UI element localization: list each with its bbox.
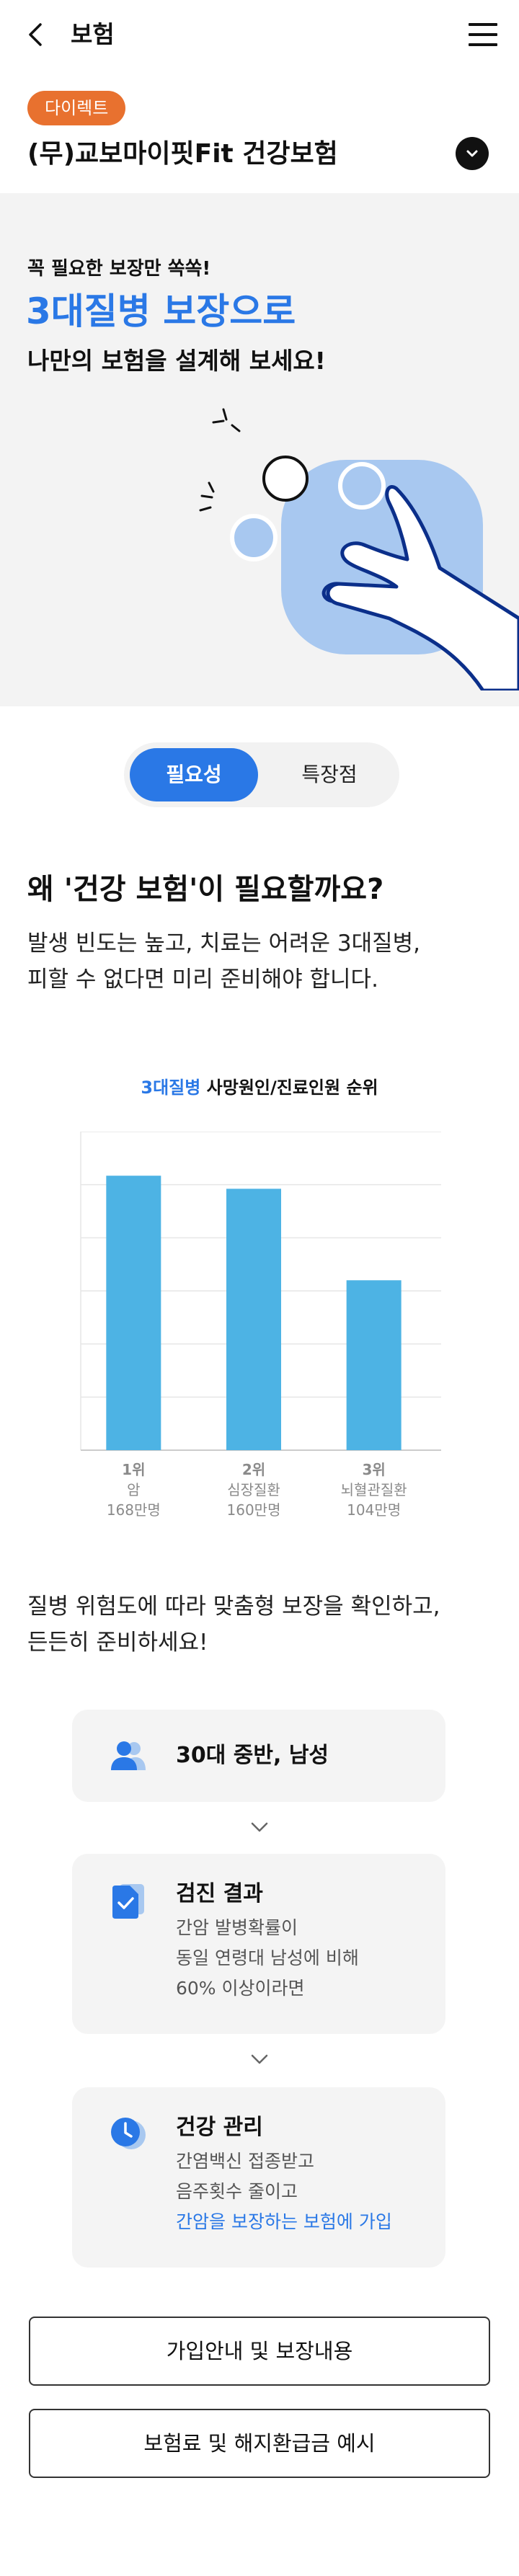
app-header: 보험 <box>0 0 519 69</box>
hero-eyebrow: 꼭 필요한 보장만 쏙쏙! <box>27 258 211 280</box>
step-card-checkup: 검진 결과 간암 발병확률이 동일 연령대 남성에 비해 60% 이상이라면 <box>72 1854 445 2034</box>
chart-count-label: 168만명 <box>107 1501 161 1519</box>
chevron-down-icon <box>251 1822 268 1832</box>
chart-count-label: 160만명 <box>227 1501 281 1519</box>
pointing-hand-illustration <box>199 408 519 690</box>
tab-features[interactable]: 특장점 <box>301 763 358 786</box>
chart-count-label: 104만명 <box>347 1501 401 1519</box>
premium-refund-example-button[interactable]: 보험료 및 해지환급금 예시 <box>29 2409 490 2478</box>
step-link-text: 간암을 보장하는 보험에 가입 <box>176 2211 392 2232</box>
step-line: 60% 이상이라면 <box>176 1978 305 1999</box>
product-dropdown-button[interactable] <box>456 137 489 170</box>
tab-necessity[interactable]: 필요성 <box>130 748 258 801</box>
steps-description-line-1: 질병 위험도에 따라 맞춤형 보장을 확인하고, <box>27 1594 440 1620</box>
chart-category-label: 심장질환 <box>227 1481 280 1498</box>
hero-subtitle: 나만의 보험을 설계해 보세요! <box>27 347 326 375</box>
enrollment-guide-button[interactable]: 가입안내 및 보장내용 <box>29 2317 490 2386</box>
section-description-line-2: 피할 수 없다면 미리 준비해야 합니다. <box>27 967 378 992</box>
step-title: 건강 관리 <box>176 2115 263 2140</box>
segment-tabs: 필요성 특장점 <box>124 742 399 807</box>
chart-rank-label: 1위 <box>122 1461 145 1478</box>
chart-bar <box>346 1280 402 1450</box>
section-description-line-1: 발생 빈도는 높고, 치료는 어려운 3대질병, <box>27 931 421 956</box>
chevron-down-icon <box>251 2054 268 2064</box>
back-arrow-icon[interactable] <box>22 19 53 50</box>
page-title: 보험 <box>71 20 115 48</box>
product-name: (무)교보마이핏Fit 건강보험 <box>27 139 338 169</box>
section-title: 왜 '건강 보험'이 필요할까요? <box>27 873 384 906</box>
chart-bar <box>106 1176 161 1450</box>
step-title: 검진 결과 <box>176 1881 263 1906</box>
chart-category-label: 뇌혈관질환 <box>341 1481 407 1498</box>
step-card-health-care: 건강 관리 간염백신 접종받고 음주횟수 줄이고 간암을 보장하는 보험에 가입 <box>72 2087 445 2268</box>
hamburger-menu-icon[interactable] <box>466 19 500 50</box>
chart-caption-accent: 3대질병 <box>141 1078 201 1098</box>
direct-badge: 다이렉트 <box>27 91 126 125</box>
chart-rank-label: 2위 <box>242 1461 265 1478</box>
chart-bar <box>226 1189 281 1450</box>
hero-headline: 3대질병 보장으로 <box>26 290 296 332</box>
chart-caption: 3대질병 사망원인/진료인원 순위 <box>0 1075 519 1100</box>
clock-icon <box>111 2118 146 2149</box>
chevron-down-icon <box>466 150 478 157</box>
chart-category-label: 암 <box>127 1481 140 1498</box>
step-line: 동일 연령대 남성에 비해 <box>176 1947 359 1968</box>
steps-description-line-2: 든든히 준비하세요! <box>27 1630 208 1656</box>
hero-banner: 꼭 필요한 보장만 쏙쏙! 3대질병 보장으로 나만의 보험을 설계해 보세요! <box>0 193 519 706</box>
chart-rank-label: 3위 <box>363 1461 386 1478</box>
step-line: 간염백신 접종받고 <box>176 2151 314 2172</box>
person-icon <box>111 1741 146 1770</box>
step-line: 음주횟수 줄이고 <box>176 2181 298 2202</box>
step-line: 간암 발병확률이 <box>176 1917 298 1938</box>
step-title: 30대 중반, 남성 <box>176 1743 329 1768</box>
document-check-icon <box>112 1884 144 1919</box>
step-card-profile: 30대 중반, 남성 <box>72 1710 445 1802</box>
chart-caption-rest: 사망원인/진료인원 순위 <box>200 1078 378 1098</box>
